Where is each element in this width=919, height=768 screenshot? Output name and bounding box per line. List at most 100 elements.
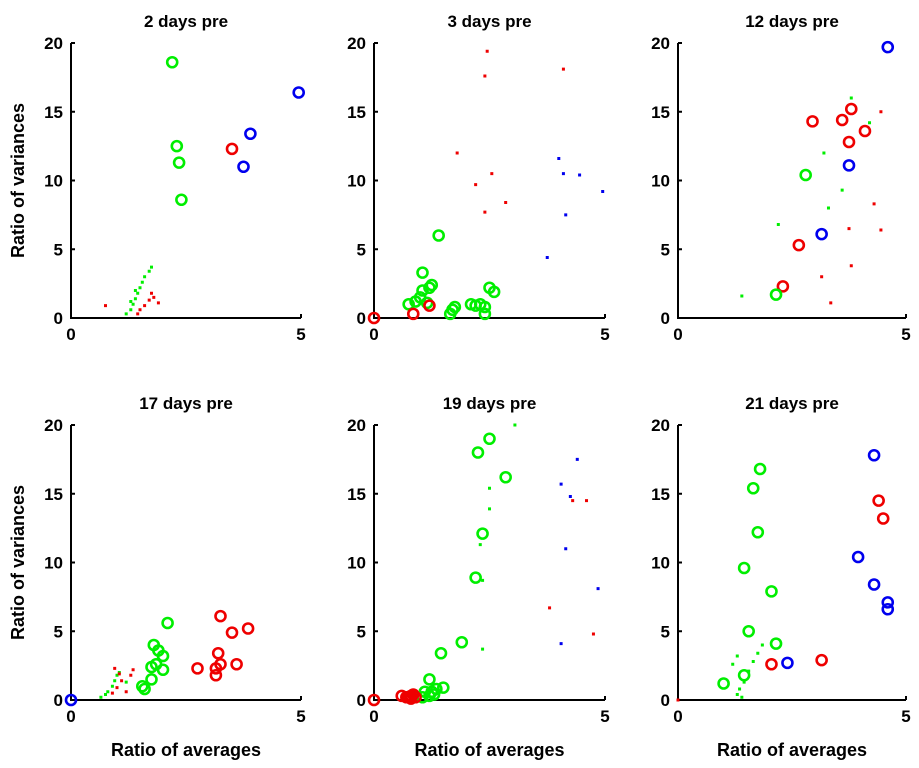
green-circle-point — [478, 307, 492, 321]
green-circle-point — [737, 668, 751, 682]
x-axis-label: Ratio of averages — [414, 740, 564, 760]
x-tick-label: 0 — [369, 325, 378, 344]
green-dot-point — [868, 121, 872, 125]
red-circle-point — [209, 662, 223, 675]
green-dot-point — [143, 275, 147, 279]
red-circle-point — [842, 135, 856, 149]
green-dot-point — [133, 297, 137, 301]
subplot-3: 12 days pre 0 5 10 15 20 0 5 — [651, 12, 911, 344]
green-circle-point — [423, 673, 436, 686]
green-dot-point — [478, 543, 482, 547]
red-circle-point — [225, 142, 239, 156]
x-tick-label: 0 — [673, 707, 682, 726]
green-dot-point — [129, 300, 133, 303]
x-axis-label: Ratio of averages — [717, 740, 867, 760]
blue-circle-point — [237, 160, 250, 174]
blue-dot-point — [568, 495, 572, 498]
y-tick-label: 20 — [347, 416, 366, 435]
x-tick-label: 0 — [66, 325, 75, 344]
red-dot-point — [120, 679, 124, 683]
red-dot-point — [829, 301, 833, 305]
green-circle-point — [416, 266, 429, 279]
y-tick-label: 0 — [661, 309, 670, 328]
y-tick-label: 20 — [651, 416, 670, 435]
red-dot-point — [490, 172, 494, 176]
subplot-title: 12 days pre — [745, 12, 839, 31]
blue-dot-point — [564, 213, 568, 217]
green-circle-point — [476, 527, 489, 540]
x-tick-label: 0 — [369, 707, 378, 726]
y-tick-label: 10 — [651, 554, 670, 573]
green-dot-point — [738, 687, 742, 691]
green-dot-point — [124, 312, 128, 316]
red-dot-point — [849, 264, 853, 268]
green-dot-point — [735, 654, 739, 658]
green-circle-point — [425, 685, 439, 699]
y-tick-label: 0 — [357, 691, 366, 710]
y-tick-label: 0 — [661, 691, 670, 710]
green-dot-point — [115, 673, 119, 677]
green-dot-point — [129, 308, 133, 312]
blue-circle-point — [292, 86, 306, 99]
green-dot-point — [731, 662, 735, 666]
red-circle-point — [858, 124, 872, 138]
green-dot-point — [133, 289, 137, 292]
red-dot-point — [113, 666, 117, 670]
green-circle-point — [478, 300, 492, 314]
green-dot-point — [106, 690, 110, 694]
y-tick-label: 0 — [54, 691, 63, 710]
green-circle-point — [172, 156, 186, 169]
red-dot-point — [591, 632, 595, 636]
green-circle-point — [742, 624, 755, 638]
x-tick-label: 5 — [600, 325, 609, 344]
green-dot-point — [740, 294, 744, 298]
green-circle-point — [751, 525, 765, 539]
red-dot-point — [136, 312, 140, 316]
green-dot-point — [760, 643, 764, 647]
red-circle-point — [872, 494, 885, 507]
blue-circle-point — [244, 127, 257, 141]
y-tick-label: 5 — [357, 622, 366, 641]
green-circle-point — [165, 55, 179, 69]
red-dot-point — [676, 698, 680, 702]
subplot-6: 21 days pre 0 5 10 15 20 0 5 Ratio of averages — [651, 394, 911, 760]
y-tick-label: 20 — [651, 34, 670, 53]
blue-dot-point — [561, 172, 565, 176]
red-circle-point — [241, 622, 255, 635]
green-dot-point — [513, 423, 517, 427]
green-dot-point — [147, 269, 151, 273]
green-circle-point — [425, 278, 439, 292]
red-dot-point — [131, 668, 135, 672]
red-circle-point — [191, 662, 204, 675]
blue-dot-point — [564, 547, 568, 551]
red-dot-point — [548, 606, 552, 610]
green-dot-point — [138, 286, 142, 290]
green-circle-point — [145, 673, 158, 686]
green-dot-point — [131, 302, 135, 306]
red-circle-point — [209, 668, 223, 682]
x-tick-label: 5 — [296, 707, 305, 726]
x-tick-label: 5 — [600, 707, 609, 726]
green-dot-point — [826, 206, 830, 210]
green-circle-point — [471, 446, 485, 459]
red-dot-point — [483, 210, 487, 214]
green-circle-point — [746, 481, 760, 495]
blue-circle-point — [881, 596, 895, 609]
red-dot-point — [138, 308, 142, 312]
green-dot-point — [747, 669, 751, 673]
y-tick-label: 10 — [347, 554, 366, 573]
green-circle-point — [436, 681, 450, 694]
red-dot-point — [872, 202, 876, 206]
subplot-4: 17 days pre 0 5 10 15 20 0 5 Ratio of averages Ra… — [8, 394, 306, 760]
red-dot-point — [150, 291, 153, 295]
green-dot-point — [849, 96, 853, 100]
green-dot-point — [99, 695, 103, 699]
red-circle-point — [230, 657, 243, 671]
red-dot-point — [504, 201, 508, 204]
red-dot-point — [847, 227, 851, 231]
y-tick-label: 20 — [44, 34, 63, 53]
blue-dot-point — [578, 173, 582, 177]
red-circle-point — [367, 311, 381, 325]
green-circle-point — [455, 635, 469, 649]
y-tick-label: 10 — [44, 172, 63, 191]
